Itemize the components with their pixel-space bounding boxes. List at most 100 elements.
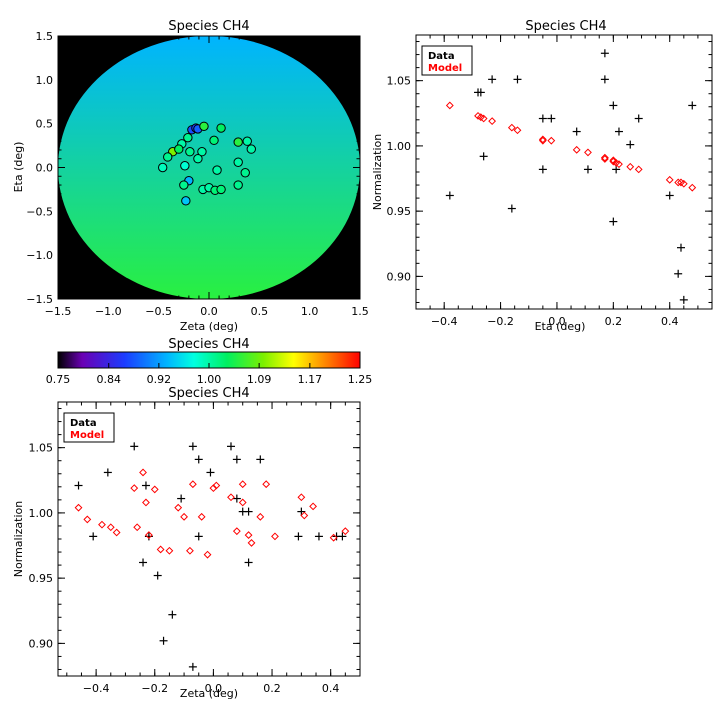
zeta-data-point (256, 455, 265, 464)
map-y-tick-label: 0.0 (36, 162, 54, 175)
map-y-label: Eta (deg) (12, 142, 25, 193)
zeta-y-ticks: 0.90 0.95 1.00 1.05 (29, 408, 360, 670)
eta-model-point (615, 160, 623, 169)
zeta-model-point (174, 503, 183, 512)
map-point (216, 184, 226, 195)
map-point (242, 136, 252, 146)
eta-data-point (547, 114, 556, 123)
eta-model-point (600, 155, 609, 163)
zeta-title: Species CH4 (168, 386, 249, 401)
zeta-model-point (142, 498, 150, 507)
eta-model-point (479, 114, 488, 123)
map-point (199, 121, 209, 131)
zeta-data-point (144, 532, 153, 541)
map-point (163, 152, 173, 162)
eta-model-point (507, 123, 516, 132)
zeta-data-point (314, 532, 323, 541)
eta-data-point (538, 165, 547, 174)
zeta-legend-box (63, 412, 115, 443)
eta-x-label: Eta (deg) (535, 320, 586, 333)
zeta-data-point (194, 455, 203, 464)
eta-data-point (665, 191, 674, 200)
eta-panel: Species CH4 −0.4 −0.2 0.0 0.2 0.4 0.90 0.95 1.… (371, 19, 713, 333)
eta-marks (445, 49, 697, 304)
colorbar-tick-label: 0.75 (46, 373, 71, 386)
zeta-model-point (150, 485, 159, 494)
map-point (233, 157, 243, 167)
map-x-tick-label: −1.0 (95, 305, 122, 318)
zeta-y-tick-label: 0.90 (29, 637, 54, 650)
zeta-data-point (139, 558, 148, 567)
eta-model-point (600, 153, 609, 162)
eta-model-point (634, 165, 643, 174)
zeta-panel: Species CH4 −0.4 −0.2 0.0 0.2 0.4 0.90 0.95 1.… (12, 386, 361, 700)
eta-data-point (609, 217, 618, 226)
map-point (233, 137, 243, 147)
eta-x-tick-label: −0.4 (431, 315, 458, 328)
eta-legend-model: Model (428, 63, 462, 74)
colorbar-tick-label: 1.25 (348, 373, 373, 386)
eta-x-tick-label: 0.2 (605, 315, 623, 328)
zeta-model-point (238, 480, 247, 489)
zeta-model-point (106, 523, 115, 532)
eta-model-point (538, 135, 547, 144)
zeta-data-point (130, 442, 139, 451)
zeta-data-point (74, 481, 83, 490)
eta-model-point (688, 183, 697, 192)
eta-data-point (476, 88, 485, 97)
zeta-model-point (144, 531, 153, 539)
zeta-data-point (226, 442, 235, 451)
colorbar-tick-label: 1.00 (197, 373, 222, 386)
eta-data-point (674, 269, 683, 278)
map-y-tick-label: 1.0 (36, 74, 54, 87)
zeta-data-point (194, 532, 203, 541)
zeta-data-point (153, 571, 162, 580)
zeta-model-point (297, 493, 306, 502)
eta-x-ticks: −0.4 −0.2 0.0 0.2 0.4 (415, 35, 713, 328)
colorbar-tick-label: 1.17 (298, 373, 323, 386)
zeta-model-point (139, 468, 147, 477)
eta-data-point (600, 75, 609, 84)
eta-x-tick-label: 0.0 (548, 315, 566, 328)
map-panel: Species CH4 −1.5 −1.0 −0.5 0.0 0.5 1.0 1.5 −1.… (12, 19, 369, 333)
colorbar-title: Species CH4 (168, 337, 249, 352)
eta-data-point (609, 101, 618, 110)
zeta-data-point (188, 442, 197, 451)
map-points (157, 121, 256, 206)
colorbar-tick-label: 0.92 (147, 373, 172, 386)
zeta-model-point (212, 481, 221, 490)
zeta-data-point (141, 481, 150, 490)
zeta-data-point (294, 532, 303, 541)
map-point (157, 162, 168, 173)
eta-data-point (507, 204, 516, 213)
zeta-model-point (74, 503, 83, 512)
map-point (180, 161, 190, 171)
map-x-tick-label: 0.0 (200, 305, 218, 318)
zeta-model-point (238, 498, 247, 507)
zeta-model-point (300, 511, 309, 520)
eta-legend-data: Data (428, 51, 455, 62)
map-x-tick-label: 1.5 (351, 305, 369, 318)
map-point (197, 147, 207, 157)
eta-y-tick-label: 1.00 (387, 140, 412, 153)
eta-legend-box (421, 45, 473, 76)
eta-data-point (479, 152, 488, 161)
zeta-model-point (112, 528, 121, 537)
map-point (233, 180, 243, 190)
zeta-model-point (271, 532, 279, 541)
zeta-model-point (156, 545, 165, 554)
zeta-data-point (244, 558, 253, 567)
zeta-y-tick-label: 1.00 (29, 507, 54, 520)
map-x-tick-label: −1.5 (45, 305, 72, 318)
map-point (185, 147, 195, 157)
zeta-x-ticks: −0.4 −0.2 0.0 0.2 0.4 (66, 402, 361, 695)
zeta-model-point (247, 539, 256, 547)
zeta-y-tick-label: 1.05 (29, 442, 54, 455)
eta-x-tick-label: 0.4 (661, 315, 679, 328)
eta-model-point (488, 117, 497, 126)
eta-model-point (572, 145, 581, 154)
map-disk (58, 36, 360, 299)
eta-model-point (538, 136, 547, 145)
zeta-model-point (197, 512, 206, 521)
map-point (216, 123, 226, 133)
